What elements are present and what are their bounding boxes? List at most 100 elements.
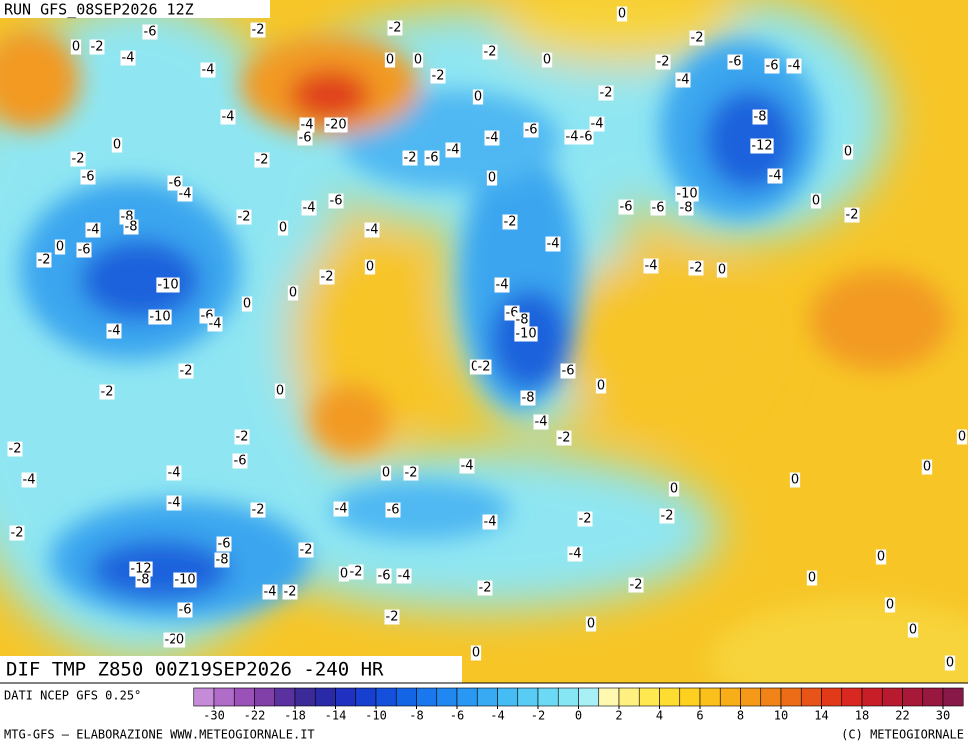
label-box	[875, 549, 887, 565]
contour-label: 0	[958, 430, 966, 445]
label-box	[482, 44, 498, 60]
label-box	[232, 453, 248, 469]
label-box	[806, 570, 818, 586]
contour-label: -6	[580, 130, 593, 145]
colorbar-tick-label: 30	[936, 709, 950, 723]
contour-label: -4	[108, 324, 121, 339]
contour-label: -2	[630, 578, 643, 593]
label-box	[659, 508, 675, 524]
contour-label: -4	[461, 459, 474, 474]
contour-label: -2	[238, 210, 251, 225]
label-box	[678, 200, 694, 216]
label-box	[482, 514, 498, 530]
color-swatch	[719, 687, 741, 707]
label-box	[502, 214, 518, 230]
label-box	[578, 129, 594, 145]
label-box	[598, 85, 614, 101]
color-swatch	[578, 687, 600, 707]
contour-label: 0	[113, 138, 121, 153]
label-box	[655, 54, 671, 70]
contour-label: -6	[179, 603, 192, 618]
colorbar-tick-label: -10	[365, 709, 387, 723]
contour-label: 0	[946, 656, 954, 671]
contour-label: -10	[676, 187, 697, 202]
label-box	[577, 511, 593, 527]
contour-label: -6	[218, 537, 231, 552]
color-swatch	[254, 687, 276, 707]
label-box	[156, 277, 180, 293]
label-box	[54, 239, 66, 255]
label-box	[494, 277, 510, 293]
color-swatch	[740, 687, 762, 707]
label-box	[675, 186, 699, 202]
label-box	[403, 465, 419, 481]
label-box	[200, 62, 216, 78]
contour-label: -8	[137, 573, 150, 588]
label-box	[174, 632, 186, 648]
title-box	[0, 656, 462, 683]
contour-label: 0	[56, 240, 64, 255]
contour-label: 0	[923, 460, 931, 475]
label-box	[396, 568, 412, 584]
label-box	[459, 458, 475, 474]
contour-label: -6	[234, 454, 247, 469]
contour-label: -2	[256, 153, 269, 168]
label-box	[99, 384, 115, 400]
color-swatch	[233, 687, 255, 707]
color-swatch	[517, 687, 539, 707]
contour-label: 0	[340, 567, 348, 582]
contour-label: -4	[168, 466, 181, 481]
label-box	[80, 169, 96, 185]
contour-label: -4	[569, 547, 582, 562]
label-box	[469, 359, 481, 375]
label-box	[207, 316, 223, 332]
contour-label: -8	[125, 220, 138, 235]
contour-label: 0	[276, 384, 284, 399]
label-box	[944, 655, 956, 671]
contour-label: -2	[9, 442, 22, 457]
contour-label: -8	[516, 313, 529, 328]
label-box	[338, 566, 350, 582]
label-box	[956, 429, 968, 445]
contour-label: 0	[718, 263, 726, 278]
contour-label: -2	[38, 253, 51, 268]
contour-label: 0	[382, 466, 390, 481]
contour-label: -2	[404, 151, 417, 166]
color-swatch	[821, 687, 843, 707]
contour-label: -6	[330, 194, 343, 209]
contour-label: -6	[652, 201, 665, 216]
label-box	[921, 459, 933, 475]
color-swatch	[416, 687, 438, 707]
contour-label: 0	[386, 53, 394, 68]
label-box	[402, 150, 418, 166]
colorbar-tick-label: 14	[814, 709, 828, 723]
colorbar-tick-label: 18	[855, 709, 869, 723]
contour-label: -4	[209, 317, 222, 332]
contour-label: 0	[618, 7, 626, 22]
label-box	[616, 6, 628, 22]
label-box	[424, 150, 440, 166]
contour-label: -4	[484, 515, 497, 530]
color-swatch	[213, 687, 235, 707]
colorbar-tick-label: 2	[615, 709, 622, 723]
label-box	[810, 193, 822, 209]
label-box	[484, 130, 500, 146]
contour-label: 0	[72, 40, 80, 55]
contour-label: -2	[72, 152, 85, 167]
label-box	[324, 117, 348, 133]
contour-label: 0	[587, 617, 595, 632]
colorbar-tick-label: 22	[895, 709, 909, 723]
contour-label: -4	[202, 63, 215, 78]
contour-label: -2	[389, 21, 402, 36]
contour-label: -4	[301, 118, 314, 133]
label-box	[907, 622, 919, 638]
label-box	[384, 52, 396, 68]
label-box	[844, 207, 860, 223]
color-swatch	[942, 687, 964, 707]
contour-label: -2	[691, 31, 704, 46]
label-box	[297, 130, 313, 146]
label-box	[884, 597, 896, 613]
contour-label: -4	[788, 59, 801, 74]
colorbar-tick-label: -14	[325, 709, 347, 723]
color-swatch	[193, 687, 215, 707]
